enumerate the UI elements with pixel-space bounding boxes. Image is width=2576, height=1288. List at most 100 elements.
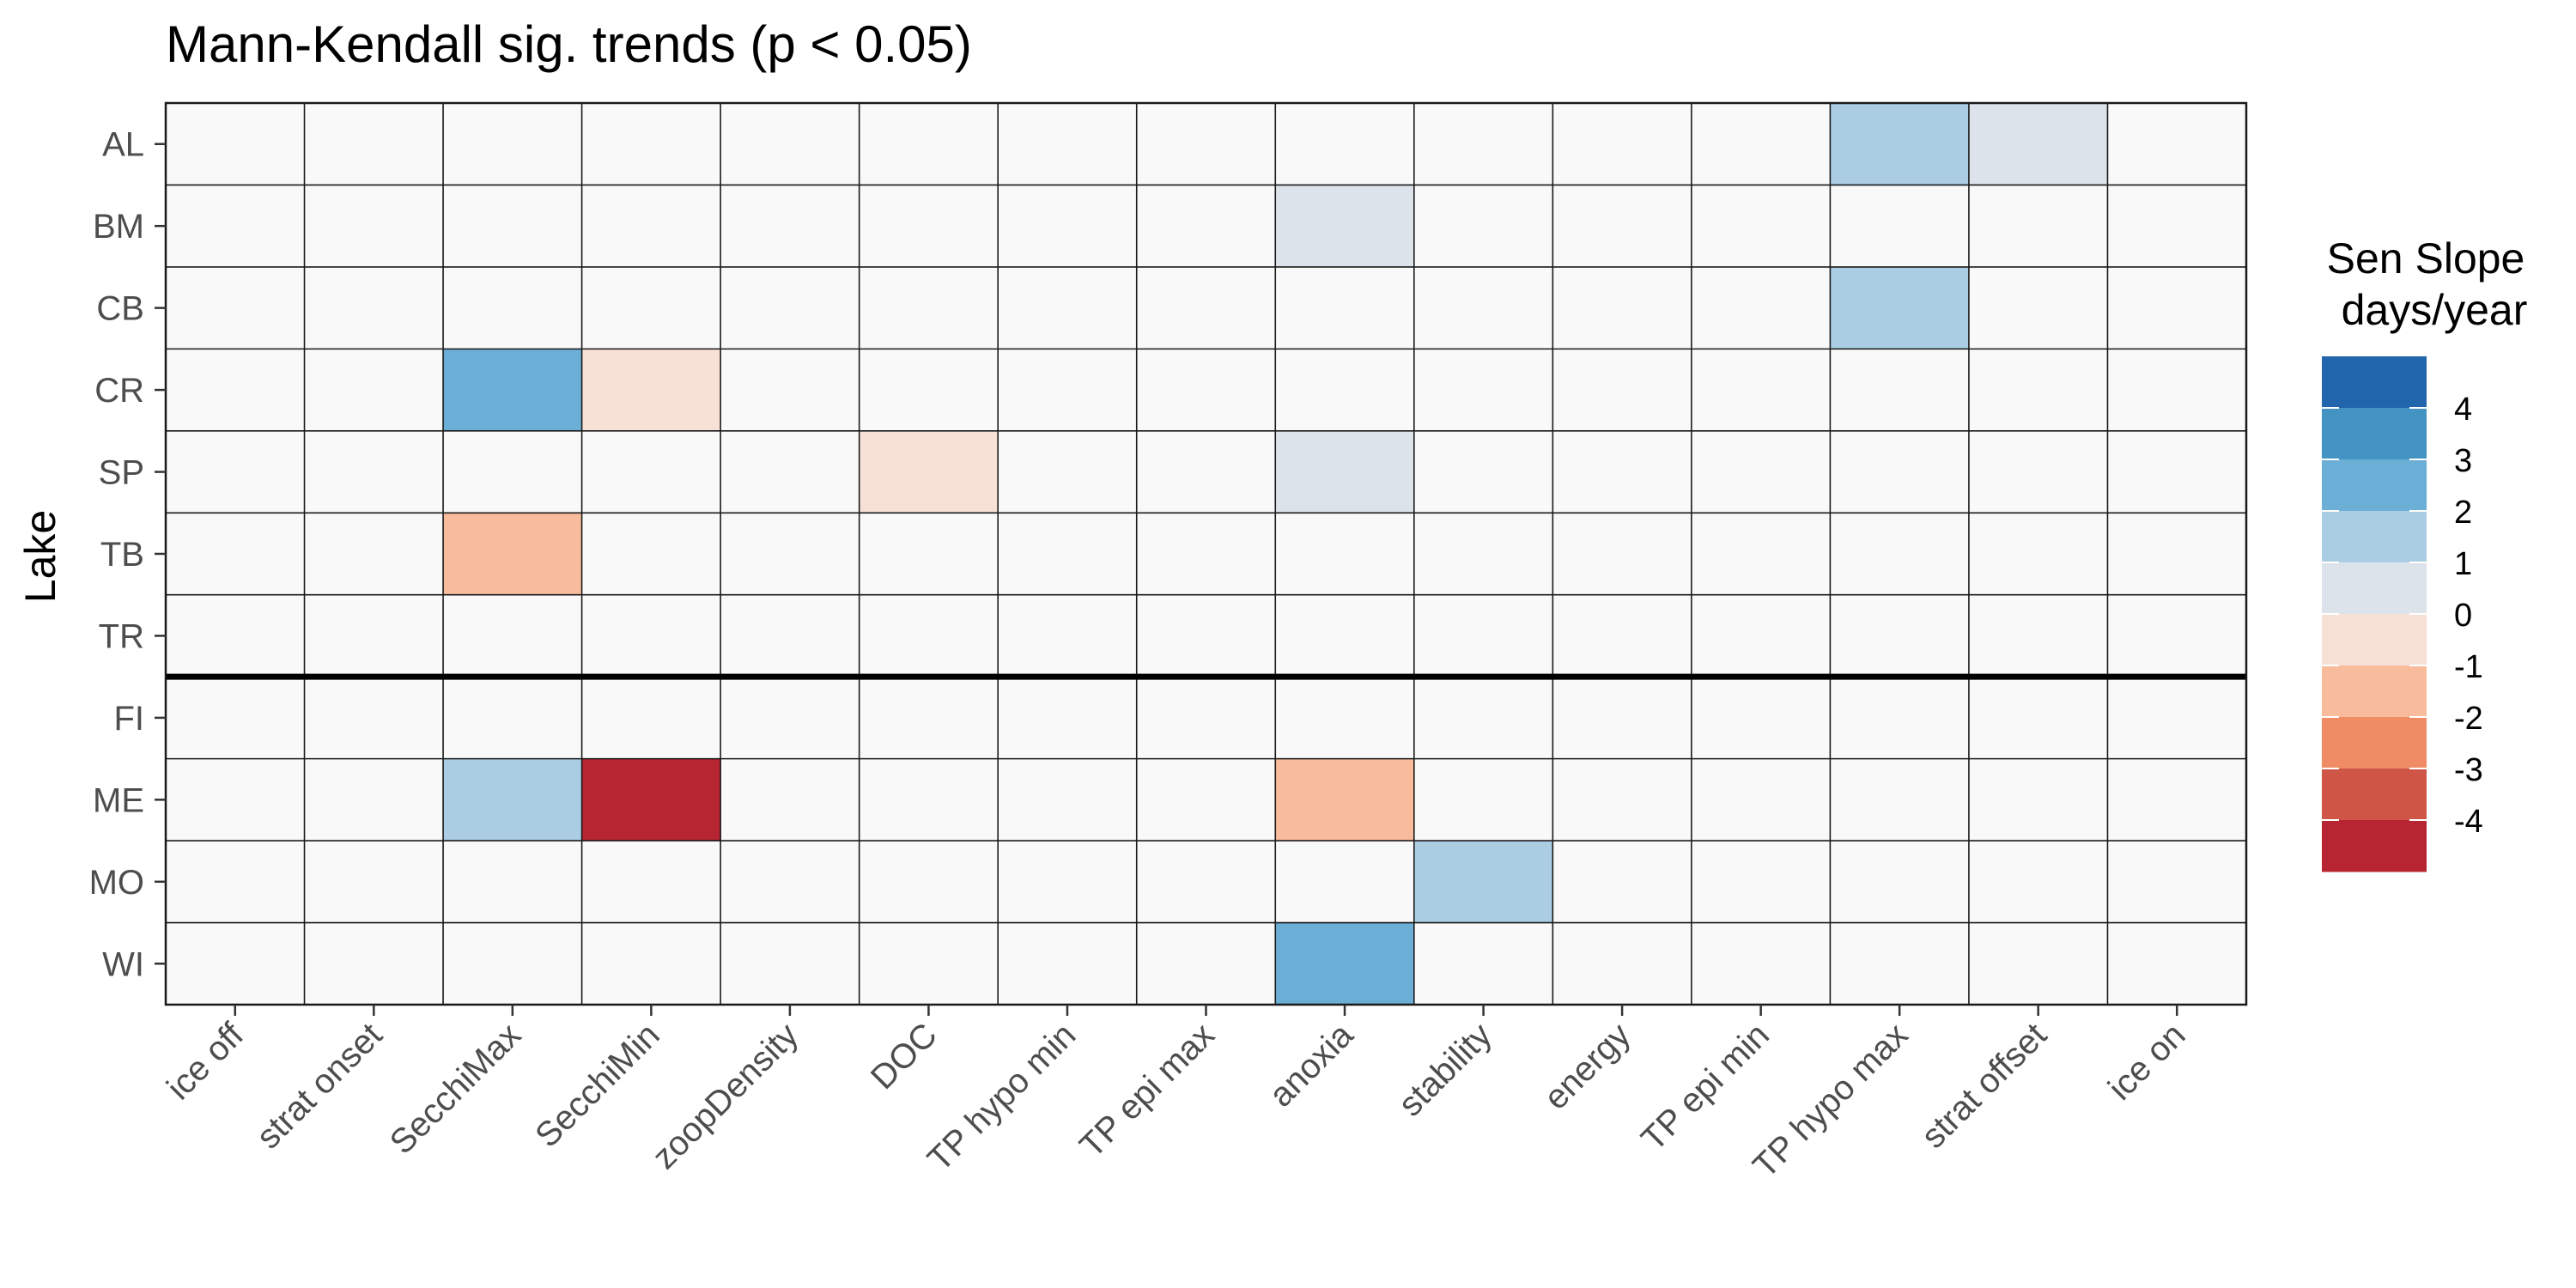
color-legend: Sen Slope days/year 4 3 2 1 0 -1 -2 -3 -4 (2322, 234, 2527, 872)
x-tick-label-energy: energy (1537, 1016, 1638, 1117)
cell-wi-secchimax (443, 922, 582, 1005)
y-axis-title: Lake (16, 510, 64, 603)
cell-tb-strat-onset (304, 513, 444, 595)
cell-tr-tp-hypo-max (1830, 594, 1969, 677)
y-tick-label-cb: CB (96, 290, 144, 328)
heatmap-cells (166, 103, 2246, 1005)
cell-al-tp-hypo-max (1830, 103, 1969, 185)
cell-al-tp-epi-min (1691, 103, 1831, 185)
cell-sp-secchimin (581, 430, 721, 513)
cell-tb-strat-offset (1968, 513, 2108, 595)
cell-cb-ice-off (166, 266, 305, 349)
legend-swatch (2322, 820, 2427, 872)
cell-mo-anoxia (1275, 841, 1414, 923)
cell-al-doc (859, 103, 999, 185)
cell-cr-ice-on (2107, 349, 2246, 431)
legend-label: 3 (2454, 443, 2472, 479)
y-axis: AL BM CB CR SP TB TR FI ME MO WI (89, 126, 166, 983)
cell-mo-zoopdensity (720, 841, 860, 923)
cell-bm-ice-off (166, 185, 305, 267)
cell-me-strat-onset (304, 758, 444, 841)
cell-sp-anoxia (1275, 430, 1414, 513)
cell-fi-zoopdensity (720, 677, 860, 759)
legend-label: 1 (2454, 546, 2472, 582)
cell-tr-strat-onset (304, 594, 444, 677)
legend-swatch (2322, 356, 2427, 409)
y-tick-label-cr: CR (94, 372, 144, 410)
legend-swatch (2322, 665, 2427, 718)
cell-me-ice-off (166, 758, 305, 841)
legend-title: Sen Slope days/year (2327, 234, 2528, 334)
cell-me-secchimax (443, 758, 582, 841)
y-tick-label-al: AL (102, 126, 144, 164)
cell-cr-doc (859, 349, 999, 431)
legend-color-bar (2322, 356, 2427, 872)
cell-tr-stability (1413, 594, 1553, 677)
cell-cr-tp-epi-max (1136, 349, 1276, 431)
cell-tr-anoxia (1275, 594, 1414, 677)
cell-bm-doc (859, 185, 999, 267)
cell-al-strat-offset (1968, 103, 2108, 185)
legend-label: -3 (2454, 752, 2483, 788)
cell-mo-secchimin (581, 841, 721, 923)
cell-fi-tp-hypo-max (1830, 677, 1969, 759)
legend-label: 2 (2454, 495, 2472, 531)
cell-cb-anoxia (1275, 266, 1414, 349)
legend-swatch (2322, 511, 2427, 563)
cell-wi-secchimin (581, 922, 721, 1005)
cell-wi-tp-epi-max (1136, 922, 1276, 1005)
cell-bm-stability (1413, 185, 1553, 267)
cell-cr-secchimin (581, 349, 721, 431)
cell-fi-secchimax (443, 677, 582, 759)
cell-cb-tp-epi-max (1136, 266, 1276, 349)
cell-tb-secchimin (581, 513, 721, 595)
cell-sp-zoopdensity (720, 430, 860, 513)
cell-cr-secchimax (443, 349, 582, 431)
legend-label: -2 (2454, 701, 2483, 737)
cell-me-doc (859, 758, 999, 841)
cell-wi-tp-hypo-min (998, 922, 1137, 1005)
cell-tb-energy (1552, 513, 1692, 595)
cell-mo-tp-hypo-max (1830, 841, 1969, 923)
cell-cb-secchimax (443, 266, 582, 349)
cell-wi-tp-epi-min (1691, 922, 1831, 1005)
legend-title-line: Sen Slope (2327, 234, 2525, 283)
cell-mo-stability (1413, 841, 1553, 923)
cell-cb-ice-on (2107, 266, 2246, 349)
cell-tb-doc (859, 513, 999, 595)
cell-tr-tp-epi-max (1136, 594, 1276, 677)
cell-bm-anoxia (1275, 185, 1414, 267)
x-tick-label-stability: stability (1391, 1016, 1498, 1123)
cell-wi-stability (1413, 922, 1553, 1005)
cell-fi-energy (1552, 677, 1692, 759)
cell-tr-secchimax (443, 594, 582, 677)
legend-swatch (2322, 459, 2427, 512)
y-tick-label-fi: FI (113, 700, 144, 738)
cell-me-tp-hypo-min (998, 758, 1137, 841)
cell-cb-tp-hypo-min (998, 266, 1137, 349)
cell-me-secchimin (581, 758, 721, 841)
cell-sp-secchimax (443, 430, 582, 513)
legend-swatch (2322, 769, 2427, 821)
cell-sp-tp-hypo-min (998, 430, 1137, 513)
cell-fi-ice-on (2107, 677, 2246, 759)
legend-label: -1 (2454, 649, 2483, 685)
x-tick-label-strat-offset: strat offset (1914, 1016, 2054, 1156)
y-tick-label-mo: MO (89, 864, 144, 902)
cell-bm-strat-offset (1968, 185, 2108, 267)
cell-sp-stability (1413, 430, 1553, 513)
cell-cr-stability (1413, 349, 1553, 431)
cell-sp-strat-onset (304, 430, 444, 513)
cell-cb-doc (859, 266, 999, 349)
x-tick-label-ice-on: ice on (2101, 1016, 2193, 1108)
cell-me-energy (1552, 758, 1692, 841)
cell-fi-strat-offset (1968, 677, 2108, 759)
cell-bm-secchimin (581, 185, 721, 267)
cell-wi-doc (859, 922, 999, 1005)
cell-bm-energy (1552, 185, 1692, 267)
cell-al-ice-off (166, 103, 305, 185)
cell-wi-energy (1552, 922, 1692, 1005)
cell-fi-anoxia (1275, 677, 1414, 759)
legend-label: 4 (2454, 392, 2472, 428)
y-tick-label-tb: TB (100, 536, 144, 574)
